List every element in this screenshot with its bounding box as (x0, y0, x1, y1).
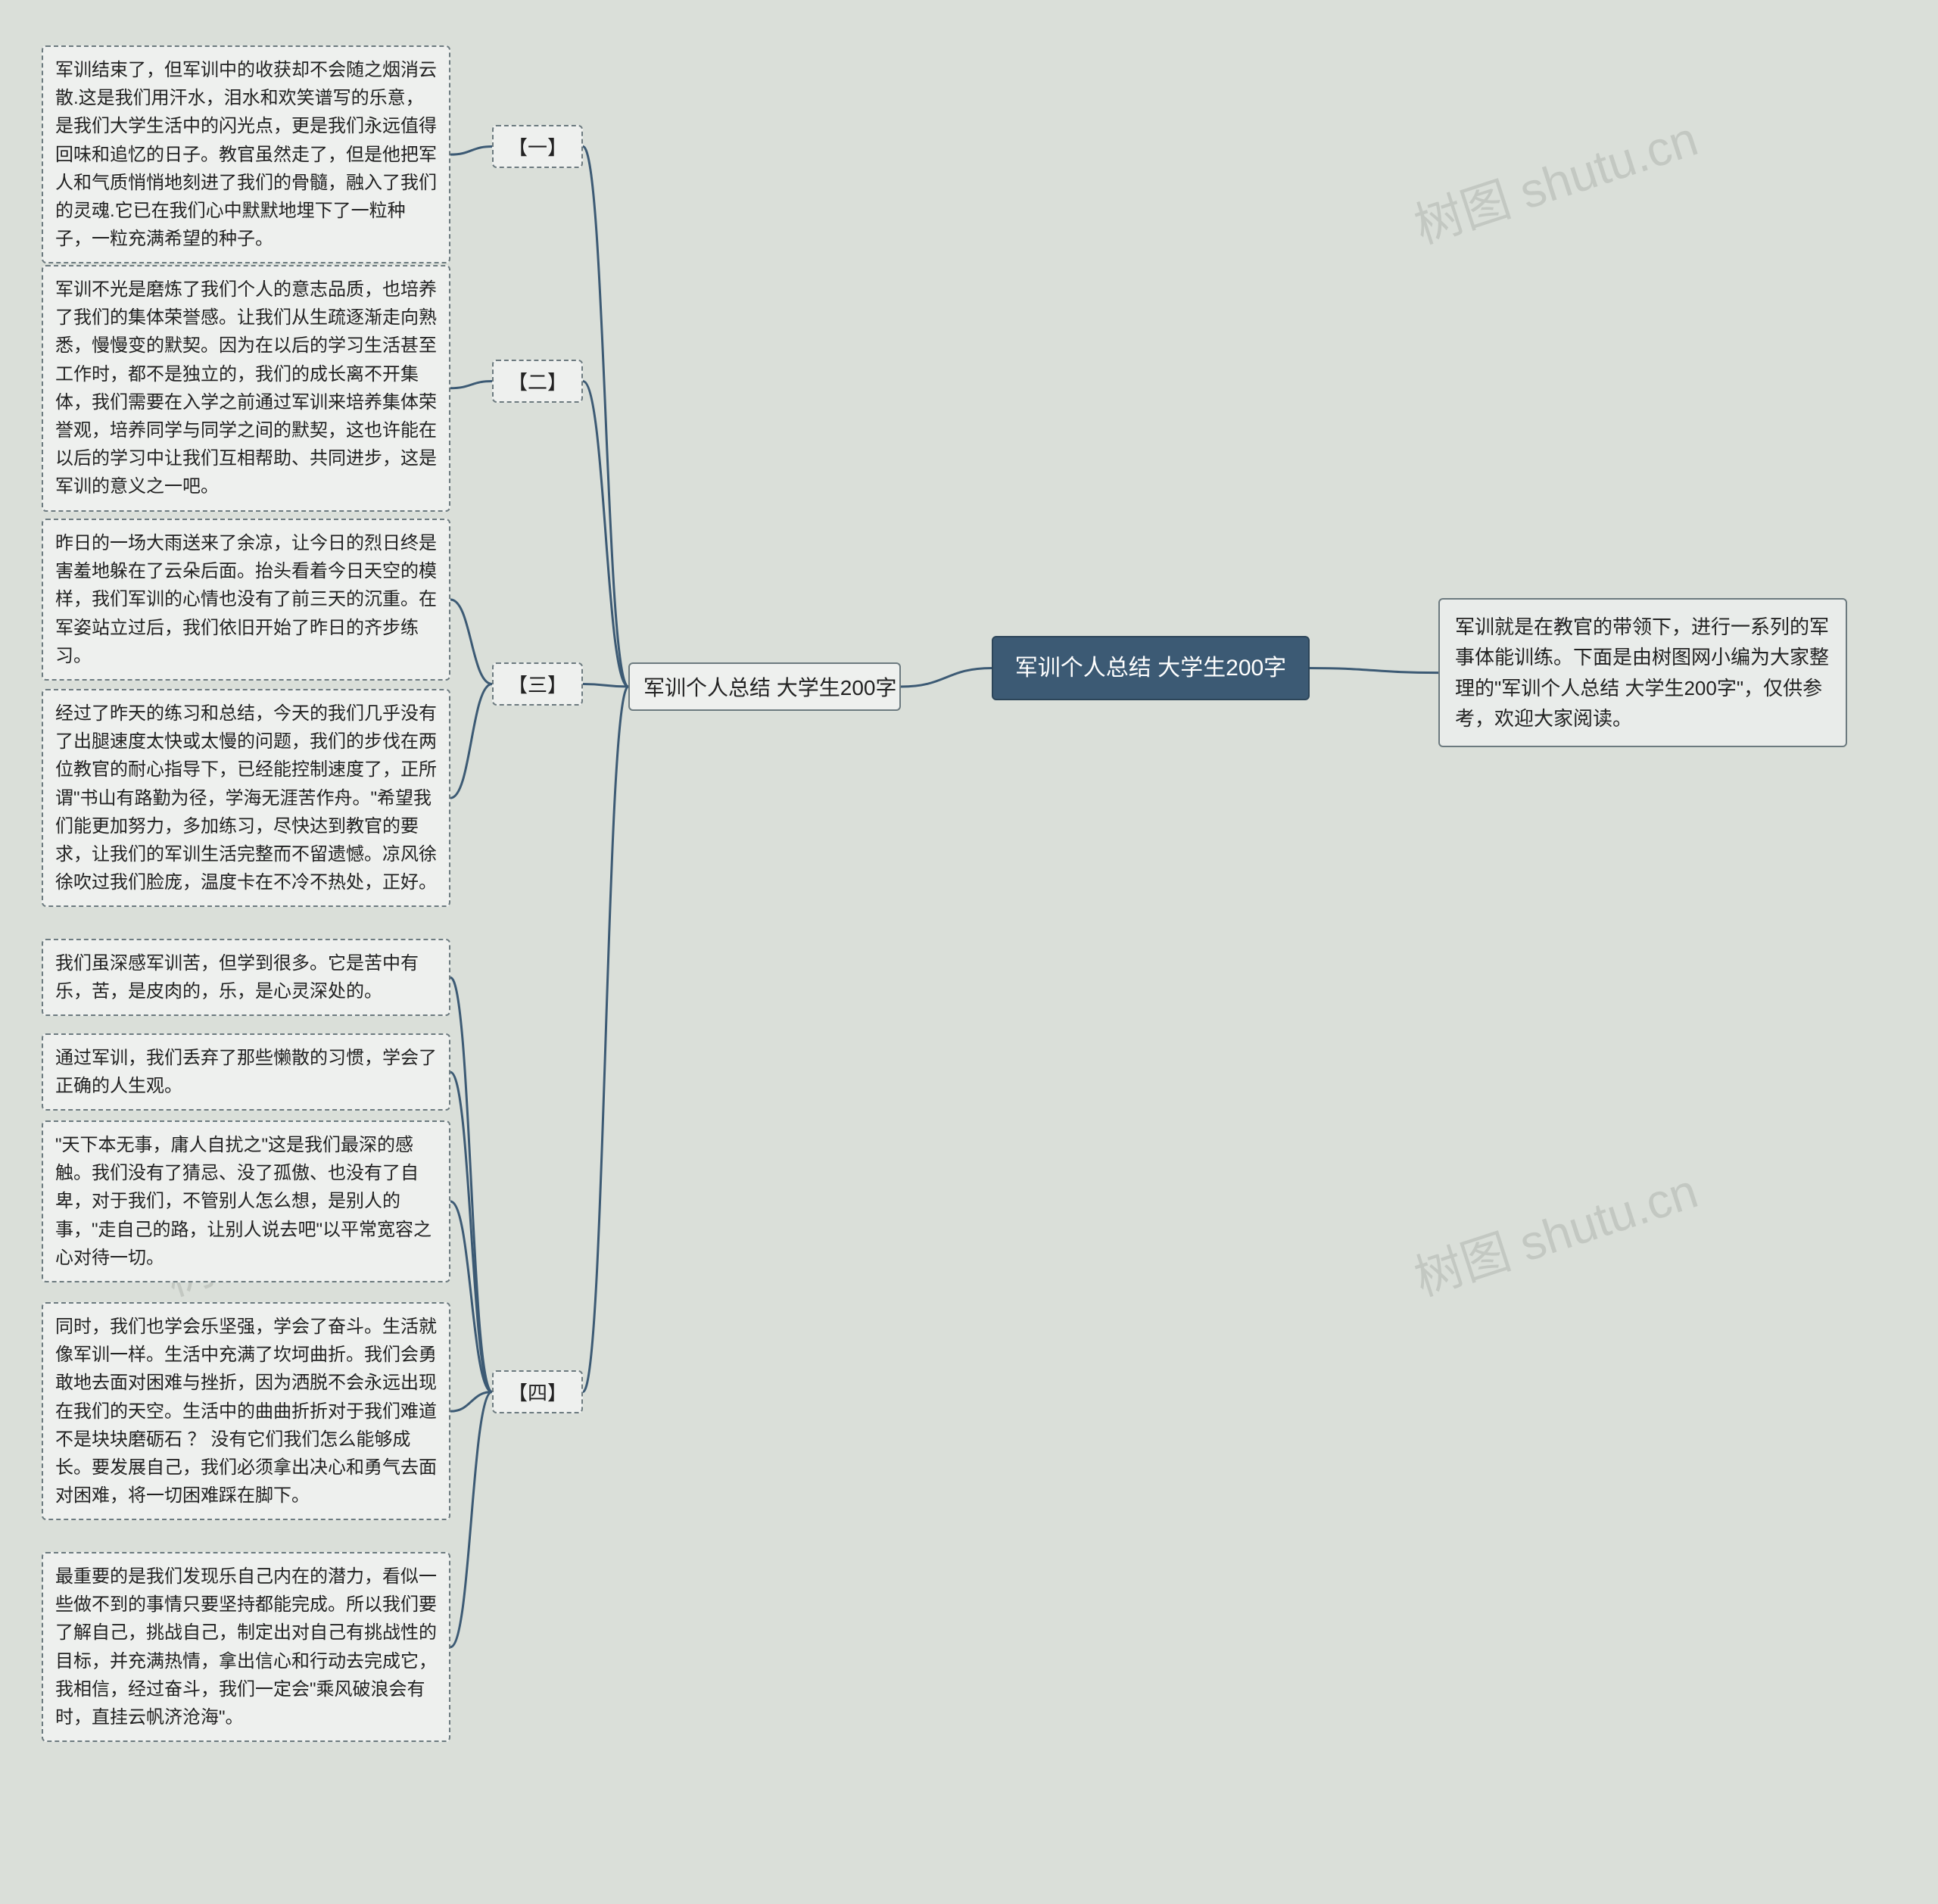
connector (901, 668, 992, 687)
root-node: 军训个人总结 大学生200字 (992, 636, 1310, 700)
connector (583, 684, 628, 687)
connector (450, 600, 492, 684)
watermark: 树图 shutu.cn (1404, 100, 1705, 257)
connector (450, 147, 492, 155)
connector (450, 977, 492, 1391)
connector (450, 1392, 492, 1647)
section-label: 【二】 (492, 360, 583, 403)
leaf-node: 军训不光是磨炼了我们个人的意志品质，也培养了我们的集体荣誉感。让我们从生疏逐渐走… (42, 265, 450, 512)
leaf-node: 最重要的是我们发现乐自己内在的潜力，看似一些做不到的事情只要坚持都能完成。所以我… (42, 1552, 450, 1742)
connector (450, 684, 492, 799)
leaf-node: 经过了昨天的练习和总结，今天的我们几乎没有了出腿速度太快或太慢的问题，我们的步伐… (42, 689, 450, 907)
section-label: 【一】 (492, 125, 583, 168)
leaf-node: 同时，我们也学会乐坚强，学会了奋斗。生活就像军训一样。生活中充满了坎坷曲折。我们… (42, 1302, 450, 1520)
connector (450, 1392, 492, 1412)
leaf-node: 昨日的一场大雨送来了余凉，让今日的烈日终是害羞地躲在了云朵后面。抬头看着今日天空… (42, 519, 450, 681)
leaf-node: 我们虽深感军训苦，但学到很多。它是苦中有乐，苦，是皮肉的，乐，是心灵深处的。 (42, 939, 450, 1016)
connector (583, 147, 628, 687)
leaf-node: 军训结束了，但军训中的收获却不会随之烟消云散.这是我们用汗水，泪水和欢笑谱写的乐… (42, 45, 450, 263)
hub-node: 军训个人总结 大学生200字 (628, 662, 901, 711)
intro-node: 军训就是在教官的带领下，进行一系列的军事体能训练。下面是由树图网小编为大家整理的… (1438, 598, 1847, 747)
connector (583, 687, 628, 1392)
leaf-node: 通过军训，我们丢弃了那些懒散的习惯，学会了正确的人生观。 (42, 1033, 450, 1111)
leaf-node: "天下本无事，庸人自扰之"这是我们最深的感触。我们没有了猜忌、没了孤傲、也没有了… (42, 1120, 450, 1282)
section-label: 【四】 (492, 1370, 583, 1413)
connector (1310, 668, 1438, 673)
connector (583, 382, 628, 687)
section-label: 【三】 (492, 662, 583, 706)
connector (450, 382, 492, 388)
connector (450, 1072, 492, 1391)
connector (450, 1201, 492, 1392)
watermark: 树图 shutu.cn (1404, 1152, 1705, 1309)
